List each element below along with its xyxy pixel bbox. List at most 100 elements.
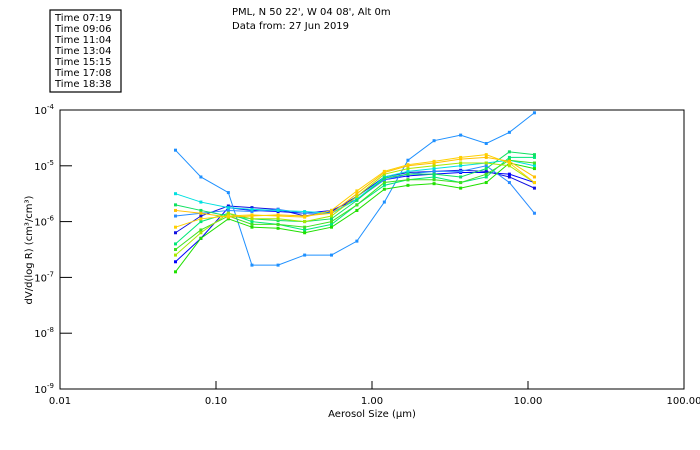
data-point bbox=[276, 217, 280, 221]
data-point bbox=[406, 172, 410, 176]
data-point bbox=[303, 253, 307, 257]
data-point bbox=[532, 155, 536, 159]
data-point bbox=[173, 253, 177, 257]
chart-subtitle: Data from: 27 Jun 2019 bbox=[232, 21, 349, 32]
data-point bbox=[303, 211, 307, 215]
x-tick-label: 10.00 bbox=[514, 396, 543, 407]
data-point bbox=[532, 153, 536, 157]
data-point bbox=[199, 208, 203, 212]
data-point bbox=[173, 225, 177, 229]
data-point bbox=[432, 178, 436, 182]
data-point bbox=[355, 189, 359, 193]
data-point bbox=[432, 139, 436, 143]
legend-box bbox=[49, 9, 122, 93]
data-point bbox=[250, 217, 254, 221]
data-point bbox=[507, 159, 511, 163]
data-point bbox=[382, 169, 386, 173]
data-point bbox=[329, 220, 333, 224]
data-point bbox=[173, 242, 177, 246]
data-point bbox=[532, 211, 536, 215]
data-point bbox=[432, 169, 436, 173]
series-group bbox=[173, 111, 536, 274]
x-axis-label: Aerosol Size (μm) bbox=[328, 409, 416, 420]
data-point bbox=[329, 214, 333, 218]
data-point bbox=[250, 206, 254, 210]
data-point bbox=[226, 214, 230, 218]
data-point bbox=[484, 175, 488, 179]
data-point bbox=[276, 208, 280, 212]
data-point bbox=[432, 161, 436, 165]
data-point bbox=[382, 187, 386, 191]
data-point bbox=[329, 211, 333, 215]
data-point bbox=[532, 161, 536, 165]
data-point bbox=[507, 155, 511, 159]
y-tick-label: 10-9 bbox=[34, 382, 54, 396]
x-tick-label: 0.10 bbox=[205, 396, 227, 407]
data-point bbox=[406, 178, 410, 182]
data-point bbox=[532, 175, 536, 179]
data-point bbox=[226, 204, 230, 208]
chart-title: PML, N 50 22', W 04 08', Alt 0m bbox=[232, 7, 391, 18]
data-point bbox=[459, 155, 463, 159]
data-point bbox=[406, 163, 410, 167]
data-point bbox=[484, 161, 488, 165]
legend-entry: Time 15:15 bbox=[54, 57, 111, 68]
data-point bbox=[355, 208, 359, 212]
data-point bbox=[432, 175, 436, 179]
data-point bbox=[329, 253, 333, 257]
data-point bbox=[484, 172, 488, 176]
data-point bbox=[276, 263, 280, 267]
data-point bbox=[303, 210, 307, 214]
data-point bbox=[532, 167, 536, 171]
data-point bbox=[507, 172, 511, 176]
data-point bbox=[303, 215, 307, 219]
x-tick-label: 1.00 bbox=[361, 396, 383, 407]
data-point bbox=[226, 206, 230, 210]
data-point bbox=[507, 175, 511, 179]
data-point bbox=[173, 260, 177, 264]
data-point bbox=[199, 200, 203, 204]
data-point bbox=[484, 141, 488, 145]
legend-entry: Time 09:06 bbox=[54, 24, 111, 35]
data-point bbox=[329, 225, 333, 229]
data-point bbox=[303, 225, 307, 229]
data-point bbox=[250, 207, 254, 211]
data-point bbox=[355, 203, 359, 207]
data-point bbox=[226, 217, 230, 221]
data-point bbox=[432, 159, 436, 163]
data-point bbox=[226, 191, 230, 195]
data-point bbox=[199, 211, 203, 215]
data-point bbox=[406, 167, 410, 171]
data-point bbox=[199, 217, 203, 221]
data-point bbox=[303, 220, 307, 224]
data-point bbox=[173, 248, 177, 251]
data-point bbox=[406, 158, 410, 162]
data-point bbox=[250, 213, 254, 217]
y-tick-label: 10-7 bbox=[34, 270, 54, 284]
data-point bbox=[484, 167, 488, 171]
data-point bbox=[173, 270, 177, 274]
x-tick-label: 0.01 bbox=[49, 396, 71, 407]
data-point bbox=[226, 208, 230, 212]
data-point bbox=[484, 181, 488, 185]
data-point bbox=[382, 172, 386, 176]
legend-entry: Time 07:19 bbox=[54, 13, 111, 24]
data-point bbox=[173, 203, 177, 207]
y-tick-label: 10-8 bbox=[34, 326, 54, 340]
data-point bbox=[329, 222, 333, 226]
data-point bbox=[382, 176, 386, 180]
data-point bbox=[276, 214, 280, 218]
data-point bbox=[276, 218, 280, 222]
data-point bbox=[250, 225, 254, 229]
axes: 0.01 0.10 1.00 10.00 100.00 10-4 10-5 10-6 10-7 1… bbox=[34, 103, 700, 407]
data-point bbox=[199, 220, 203, 224]
data-point bbox=[173, 192, 177, 196]
y-axis-label: dV/d(log R) (cm³/cm³) bbox=[24, 195, 35, 304]
data-point bbox=[507, 161, 511, 165]
series-line bbox=[175, 112, 535, 266]
data-point bbox=[484, 164, 488, 168]
data-point bbox=[507, 150, 511, 154]
data-point bbox=[199, 231, 203, 235]
data-point bbox=[532, 111, 536, 115]
